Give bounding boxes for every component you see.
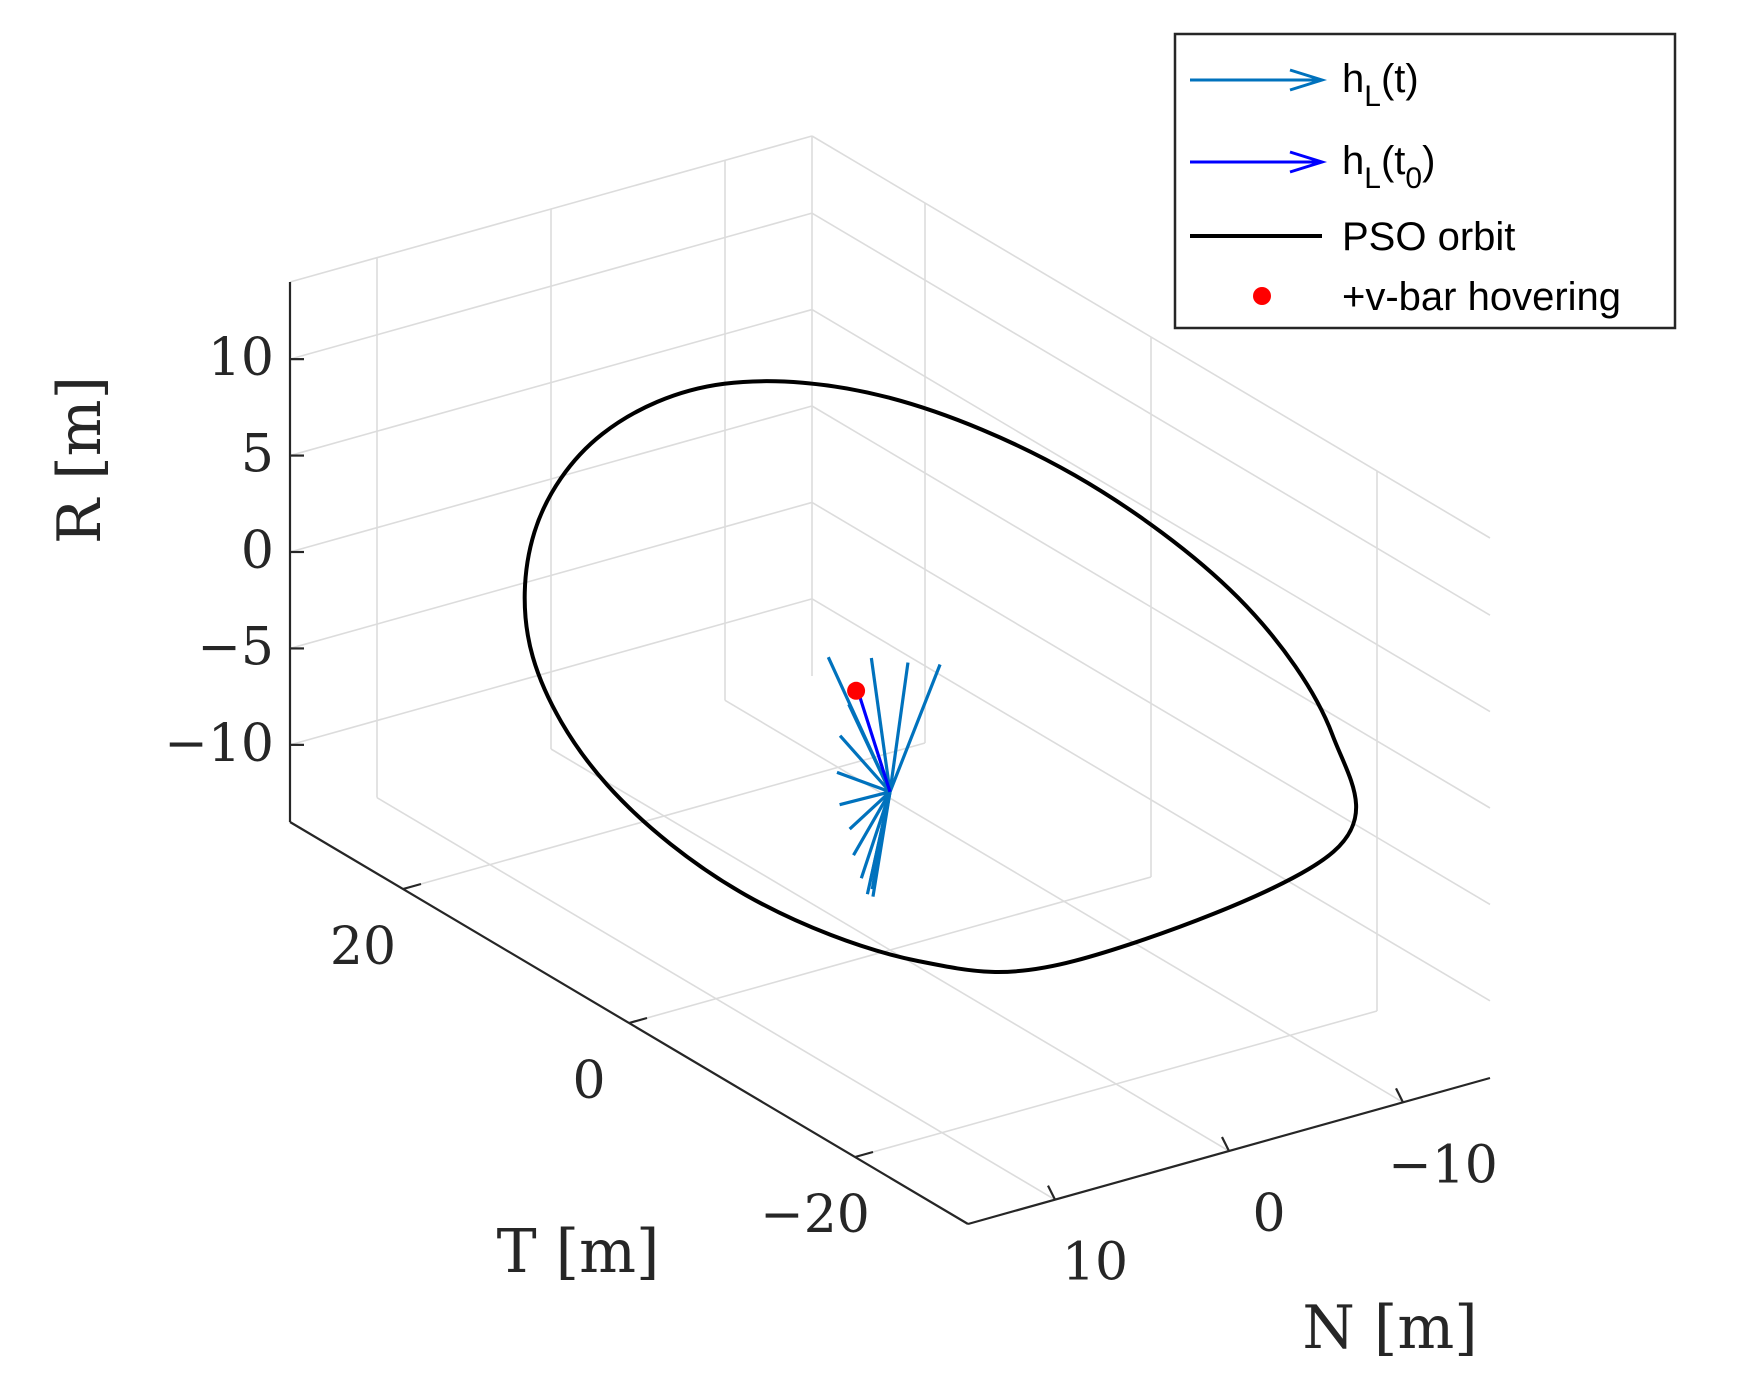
grid-line-R-back <box>811 308 1491 713</box>
grid-line-R-side <box>289 501 813 650</box>
hL-t-vector <box>888 663 942 793</box>
legend-label-hovering: +v-bar hovering <box>1342 275 1621 319</box>
grid-box-edge <box>811 135 1491 539</box>
grid-line-R-side <box>289 598 813 746</box>
grid-line-N-floor <box>376 796 1056 1201</box>
tick-labels: 10 5 0 −5 −10 20 0 −20 10 0 −10 R [m] T [m] N [m] <box>45 328 1498 1363</box>
axis-label-T: T [m] <box>497 1217 660 1287</box>
tick-label-N: 0 <box>1252 1184 1285 1244</box>
legend-entry-hL-t0: hL(t0) <box>1190 139 1435 195</box>
axis-label-R: R [m] <box>45 376 115 544</box>
axis-label-N: N [m] <box>1302 1293 1477 1363</box>
hL-t-vector <box>869 657 892 793</box>
tick-label-R: 10 <box>208 328 274 388</box>
grid-line-N-floor <box>550 748 1230 1152</box>
tick-N <box>1221 1136 1230 1152</box>
grid-line-R-back <box>811 501 1491 906</box>
hL-t-vector <box>868 791 892 882</box>
pso-orbit-line <box>522 379 1359 974</box>
legend-box <box>1173 32 1677 330</box>
tick-N <box>1047 1185 1056 1201</box>
data-series <box>522 379 1359 974</box>
tick-T <box>402 882 422 891</box>
grid-line-R-back <box>811 212 1491 616</box>
axes <box>288 282 1491 1226</box>
grid-line-R-back <box>811 405 1491 809</box>
tick-T <box>854 1150 874 1159</box>
tick-label-T: 20 <box>330 917 396 977</box>
tick-label-N: 10 <box>1062 1233 1128 1293</box>
hL-t-vector <box>847 703 892 793</box>
legend-arrowhead-hL-t0 <box>1289 150 1328 174</box>
hL-t-vector <box>838 734 892 793</box>
tick-label-N: −10 <box>1388 1135 1498 1195</box>
tick-label-T: −20 <box>760 1185 870 1245</box>
tick-label-T: 0 <box>572 1051 605 1111</box>
grid-line-N-floor <box>724 699 1404 1104</box>
hL-t-vector <box>852 791 892 856</box>
tick-label-R: 0 <box>241 521 274 581</box>
legend-label-hL-t: hL(t) <box>1342 57 1419 113</box>
legend-arrowhead-hL-t <box>1289 68 1328 92</box>
tick-N <box>1395 1087 1404 1103</box>
tick-label-R: 5 <box>241 425 274 485</box>
grid-box-edge <box>289 135 813 283</box>
tick-T <box>628 1016 648 1025</box>
grid-line-R-side <box>289 405 813 553</box>
grid-line-R-back <box>811 598 1491 1002</box>
tick-label-R: −10 <box>164 714 274 774</box>
grid-line-R-side <box>289 308 813 457</box>
hL-t-vector <box>839 790 891 807</box>
legend: hL(t) hL(t0) PSO orbit +v-bar hovering <box>1173 32 1677 330</box>
hL-t-vector <box>848 790 892 831</box>
legend-label-pso-orbit: PSO orbit <box>1342 215 1515 259</box>
hL-t-vector <box>836 770 891 794</box>
legend-label-hL-t0: hL(t0) <box>1342 139 1435 195</box>
hovering-point <box>847 681 866 700</box>
legend-entry-hL-t: hL(t) <box>1190 57 1419 113</box>
hL-t-vector <box>888 662 910 793</box>
grid-line-R-side <box>289 212 813 360</box>
tick-label-R: −5 <box>197 617 274 677</box>
grid-lines <box>289 135 1491 1201</box>
legend-entry-pso-orbit: PSO orbit <box>1190 215 1515 259</box>
legend-dot-hovering <box>1253 287 1271 305</box>
legend-entry-hovering: +v-bar hovering <box>1253 275 1621 319</box>
hL-t0-vector <box>855 687 892 793</box>
